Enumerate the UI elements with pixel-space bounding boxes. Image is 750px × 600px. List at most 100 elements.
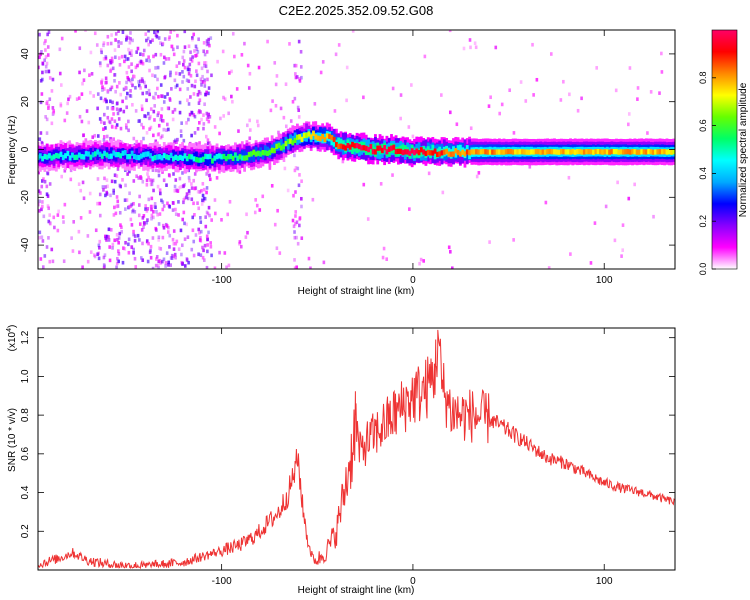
spectrogram-noise-cell [205,50,209,54]
spectrogram-ridge-cell [224,155,228,162]
spectrogram-ridge-cell [236,155,240,162]
spectrogram-ridge-cell [188,153,191,160]
spectrogram-ridge-cell [608,149,611,155]
spectrogram-noise-cell [162,127,166,132]
spectrogram-noise-cell [362,182,366,187]
spectrogram-ridge-cell [201,156,205,162]
spectrogram-noise-cell [108,258,112,263]
spectrogram-noise-cell [621,248,625,252]
spectrogram-noise-cell [104,126,107,130]
spectrogram-noise-cell [107,238,111,242]
spectrogram-noise-cell [139,86,142,90]
spectrogram-noise-cell [139,256,143,260]
spectrogram-noise-cell [614,88,618,93]
spectrogram-noise-cell [140,77,144,81]
spectrogram-noise-cell [155,257,158,261]
spectrogram-noise-cell [190,197,194,202]
spectrogram-y-ticks: -40 -20 0 20 40 [20,48,675,252]
spectrogram-noise-cell [110,33,113,37]
spectrogram-noise-cell [295,220,299,225]
spectrogram-noise-cell [126,172,129,176]
spectrogram-noise-cell [39,52,42,57]
x-tick-label: 0 [410,576,416,587]
spectrogram-noise-cell [81,180,85,185]
spectrogram-noise-cell [65,111,69,115]
spectrogram-noise-cell [118,231,122,236]
spectrogram-noise-cell [182,200,185,205]
spectrogram-noise-cell [125,198,129,202]
spectrogram-noise-cell [62,259,66,264]
spectrogram-noise-cell [178,176,182,181]
spectrogram-noise-cell [126,57,130,61]
spectrogram-noise-cell [152,95,155,100]
spectrogram-noise-cell [213,125,217,129]
spectrogram-noise-cell [627,196,631,201]
spectrogram-ridge-cell [527,149,531,155]
spectrogram-ridge-cell [502,149,506,155]
spectrogram-noise-cell [199,235,202,240]
spectrogram-noise-cell [145,131,149,135]
spectrogram-noise-cell [193,186,197,191]
spectrogram-noise-cell [151,38,154,43]
spectrogram-ridge-cell [268,149,272,156]
spectrogram-noise-cell [195,47,199,52]
y-tick-label: 0.2 [20,524,31,538]
spectrogram-noise-cell [107,227,111,232]
spectrogram-noise-cell [200,83,203,87]
spectrogram-ridge-cell [43,153,47,160]
spectrogram-noise-cell [271,99,274,103]
spectrogram-noise-cell [238,240,242,244]
spectrogram-noise-cell [41,265,45,269]
spectrogram-ridge-cell [672,149,675,155]
spectrogram-ridge-cell [84,152,88,162]
spectrogram-ridge-cell [234,154,237,165]
spectrogram-ridge-cell [484,149,488,155]
spectrogram-noise-cell [208,114,212,119]
spectrogram-noise-cell [462,46,466,51]
spectrogram-noise-cell [127,237,131,242]
spectrogram-noise-cell [172,254,176,259]
y-tick-label: 1.0 [20,369,31,383]
spectrogram-noise-cell [43,41,46,46]
spectrogram-noise-cell [231,99,234,104]
spectrogram-noise-cell [189,95,192,99]
spectrogram-noise-cell [422,259,425,263]
spectrogram-noise-cell [589,261,593,265]
spectrogram-noise-cell [362,95,365,100]
spectrogram-ridge-cell [135,148,139,158]
spectrogram-noise-cell [136,63,139,68]
spectrogram-noise-cell [203,80,207,85]
spectrogram-noise-cell [201,255,205,260]
spectrogram-noise-cell [198,238,202,242]
spectrogram-noise-cell [200,66,204,71]
spectrogram-noise-cell [293,153,296,158]
spectrogram-ridge-cell [520,149,524,155]
spectrogram-ridge-cell [523,149,527,155]
spectrogram-noise-cell [104,185,107,189]
spectrogram-ridge-cell [273,142,276,152]
spectrogram-ridge-cell [601,149,605,155]
spectrogram-ridge-cell [461,149,465,155]
spectrogram-noise-cell [576,108,580,113]
spectrogram-noise-cell [57,209,60,214]
spectrogram-noise-cell [300,196,303,201]
spectrogram-noise-cell [39,191,42,195]
spectrogram-noise-cell [207,112,210,117]
spectrogram-noise-cell [182,138,186,143]
spectrogram-noise-cell [228,199,232,204]
spectrogram-ridge-cell [605,149,609,155]
spectrogram-noise-cell [198,190,202,194]
spectrogram-ridge-cell [149,151,152,166]
spectrogram-noise-cell [139,52,142,57]
spectrogram-noise-cell [147,197,151,202]
spectrogram-ridge-cell [82,148,86,159]
spectrogram-noise-cell [130,69,133,74]
spectrogram-noise-cell [43,179,47,184]
spectrogram-ridge-cell [376,145,380,151]
spectrogram-noise-cell [379,182,383,186]
spectrogram-noise-cell [210,218,213,222]
spectrogram-ridge-cell [38,153,42,159]
spectrogram-noise-cell [143,80,146,85]
spectrogram-noise-cell [204,215,207,219]
spectrogram-noise-cell [293,258,296,262]
